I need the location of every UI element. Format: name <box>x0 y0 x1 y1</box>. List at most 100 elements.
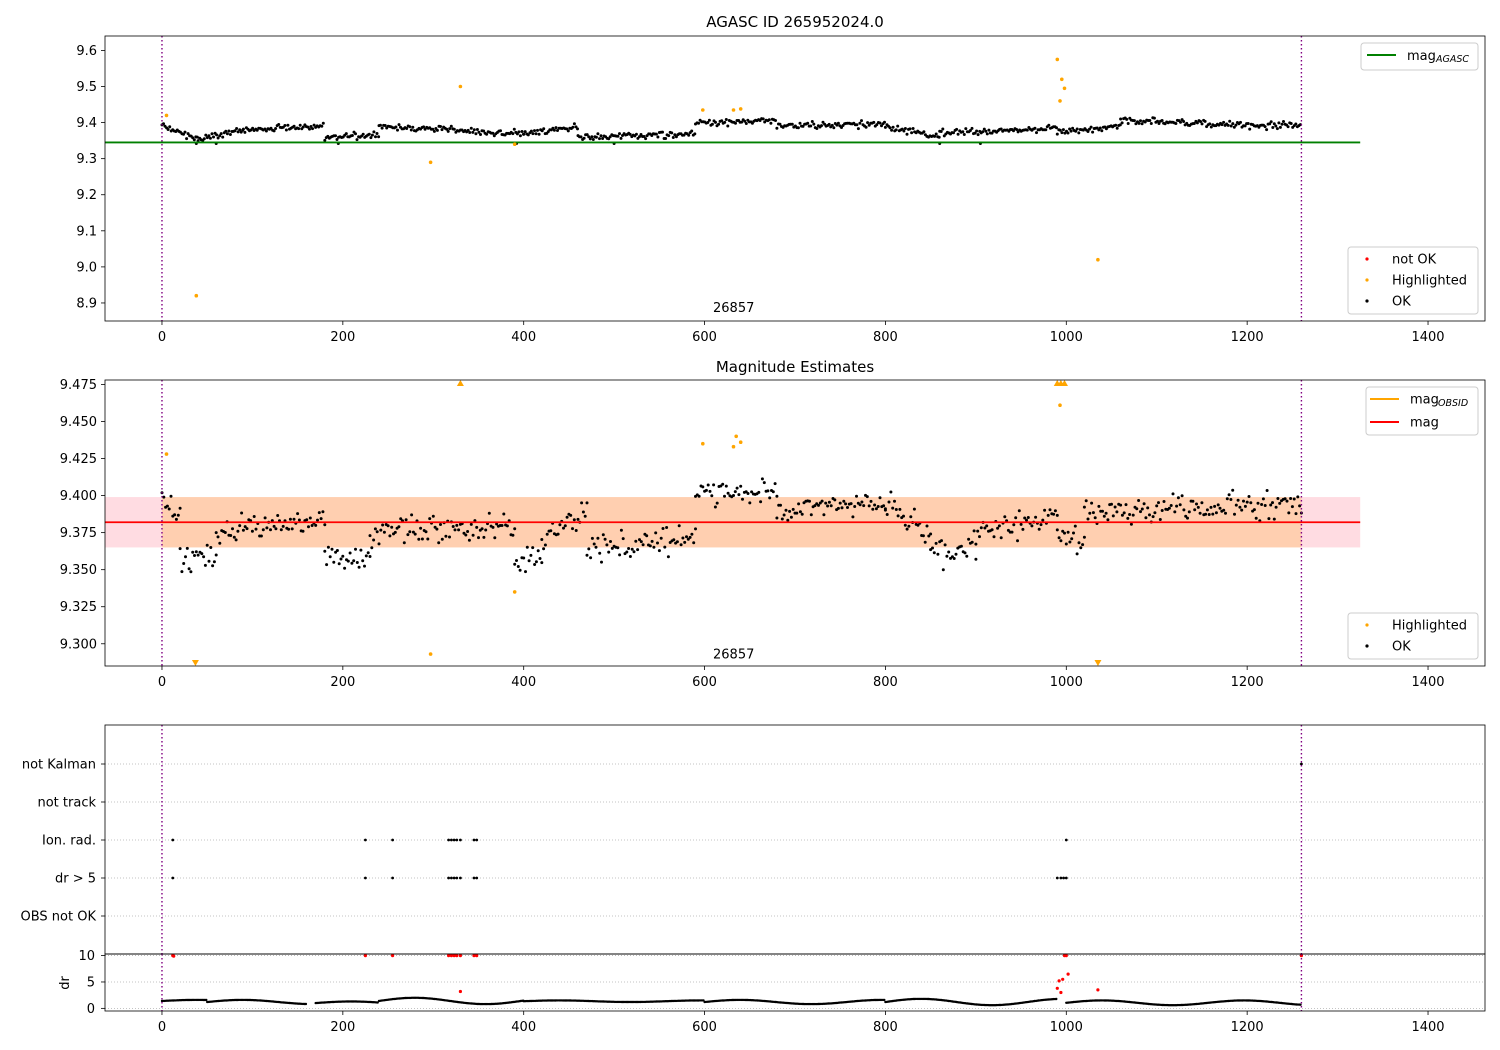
estimates-ok-point <box>377 542 381 546</box>
estimates-legend-top-sub: OBSID <box>1438 398 1468 409</box>
agasc-ok-point <box>1132 119 1136 123</box>
estimates-ok-point <box>1012 523 1016 527</box>
estimates-ok-point <box>1160 509 1164 512</box>
estimates-ok-point <box>565 515 569 519</box>
agasc-ok-point <box>372 130 376 134</box>
estimates-y-tick-label: 9.325 <box>60 600 97 615</box>
estimates-ok-point <box>1274 505 1278 509</box>
flags-flag-point <box>1055 876 1059 880</box>
agasc-ok-point <box>582 136 586 140</box>
agasc-ok-point <box>594 135 598 139</box>
agasc-ok-point <box>1047 123 1051 127</box>
estimates-ok-point <box>296 512 300 516</box>
estimates-ok-point <box>1104 511 1108 515</box>
estimates-ok-point <box>846 506 849 509</box>
dr-x-tick-label: 1200 <box>1231 1020 1264 1035</box>
estimates-ok-point <box>1182 508 1186 512</box>
agasc-ok-point <box>321 121 325 125</box>
agasc-ok-point <box>812 122 816 126</box>
agasc-ok-point <box>1277 121 1281 125</box>
estimates-ok-point <box>323 549 327 553</box>
estimates-ok-point <box>525 545 529 549</box>
estimates-ok-point <box>335 549 339 552</box>
estimates-ok-point <box>652 545 656 549</box>
agasc-ok-point <box>667 134 671 138</box>
estimates-ok-point <box>943 543 947 547</box>
agasc-ok-point <box>1075 127 1079 131</box>
estimates-ok-point <box>426 537 430 541</box>
estimates-legend-label: OK <box>1392 640 1411 655</box>
agasc-ok-point <box>1060 131 1064 135</box>
agasc-ok-point <box>195 135 199 139</box>
estimates-ok-point <box>688 535 692 539</box>
agasc-ok-point <box>1055 126 1058 130</box>
estimates-frame <box>104 379 1486 667</box>
estimates-ok-point <box>996 526 1000 530</box>
agasc-ok-point <box>1089 125 1093 129</box>
agasc-x-tick-label: 1400 <box>1411 330 1444 345</box>
estimates-ok-point <box>200 552 204 556</box>
dr-not-ok-point <box>391 954 395 958</box>
agasc-ok-point <box>1294 122 1298 126</box>
agasc-ok-point <box>810 120 814 123</box>
estimates-ok-point <box>791 507 795 511</box>
estimates-ok-point <box>245 527 249 531</box>
agasc-ok-point <box>367 132 371 136</box>
agasc-ok-point <box>183 130 187 134</box>
agasc-ok-point <box>536 128 539 132</box>
estimates-ok-point <box>314 523 318 527</box>
estimates-ok-point <box>1289 497 1293 500</box>
agasc-ok-point <box>297 127 301 131</box>
agasc-y-tick-label: 9.3 <box>76 152 97 167</box>
estimates-ok-point <box>287 527 291 531</box>
agasc-ok-point <box>820 124 823 128</box>
estimates-ok-point <box>1205 508 1209 512</box>
estimates-ok-point <box>326 545 330 549</box>
agasc-ok-point <box>219 132 223 136</box>
estimates-ok-point <box>162 495 166 499</box>
agasc-legend-top <box>1360 42 1479 71</box>
agasc-ok-point <box>192 138 196 142</box>
estimates-y-tick-label: 9.450 <box>60 415 97 430</box>
estimates-ok-point <box>1070 537 1074 541</box>
estimates-legend-label: Highlighted <box>1392 619 1467 634</box>
estimates-ok-point <box>855 494 858 498</box>
estimates-ok-point <box>178 547 182 551</box>
estimates-ok-point <box>581 510 585 514</box>
agasc-ok-point <box>422 125 426 129</box>
estimates-ok-point <box>558 523 562 527</box>
agasc-y-tick-label: 9.2 <box>76 188 97 203</box>
estimates-ok-point <box>666 555 670 559</box>
agasc-highlighted-point <box>194 293 199 298</box>
estimates-ok-point <box>406 533 410 537</box>
estimates-ok-point <box>1014 516 1018 520</box>
dr-x-tick-label: 800 <box>873 1020 898 1035</box>
agasc-ok-point <box>517 130 521 134</box>
agasc-ok-point <box>482 129 486 133</box>
agasc-ok-point <box>375 132 379 135</box>
estimates-x-tick-label: 1000 <box>1050 675 1083 690</box>
estimates-ok-point <box>182 562 186 565</box>
agasc-legend-marker <box>1365 257 1369 261</box>
agasc-ok-point <box>1061 128 1065 132</box>
agasc-ok-point <box>1208 122 1212 126</box>
estimates-ok-point <box>809 513 813 517</box>
estimates-ok-point <box>279 528 283 532</box>
agasc-ok-point <box>1055 132 1059 136</box>
agasc-ok-point <box>1195 121 1199 125</box>
estimates-ok-point <box>1072 531 1075 535</box>
agasc-ok-point <box>801 124 805 128</box>
estimates-ok-point <box>482 535 486 539</box>
estimates-ok-point <box>529 553 533 557</box>
estimates-ok-point <box>860 500 864 504</box>
estimates-ok-point <box>621 537 625 541</box>
agasc-ok-point <box>687 133 691 137</box>
agasc-ok-point <box>1265 128 1269 132</box>
agasc-ok-point <box>1149 122 1153 125</box>
agasc-ok-point <box>975 129 979 133</box>
estimates-ok-point <box>1077 541 1081 545</box>
agasc-ok-point <box>1091 130 1095 134</box>
estimates-ok-point <box>627 547 631 550</box>
dr-not-ok-point <box>1059 990 1063 995</box>
estimates-ok-point <box>307 525 310 529</box>
